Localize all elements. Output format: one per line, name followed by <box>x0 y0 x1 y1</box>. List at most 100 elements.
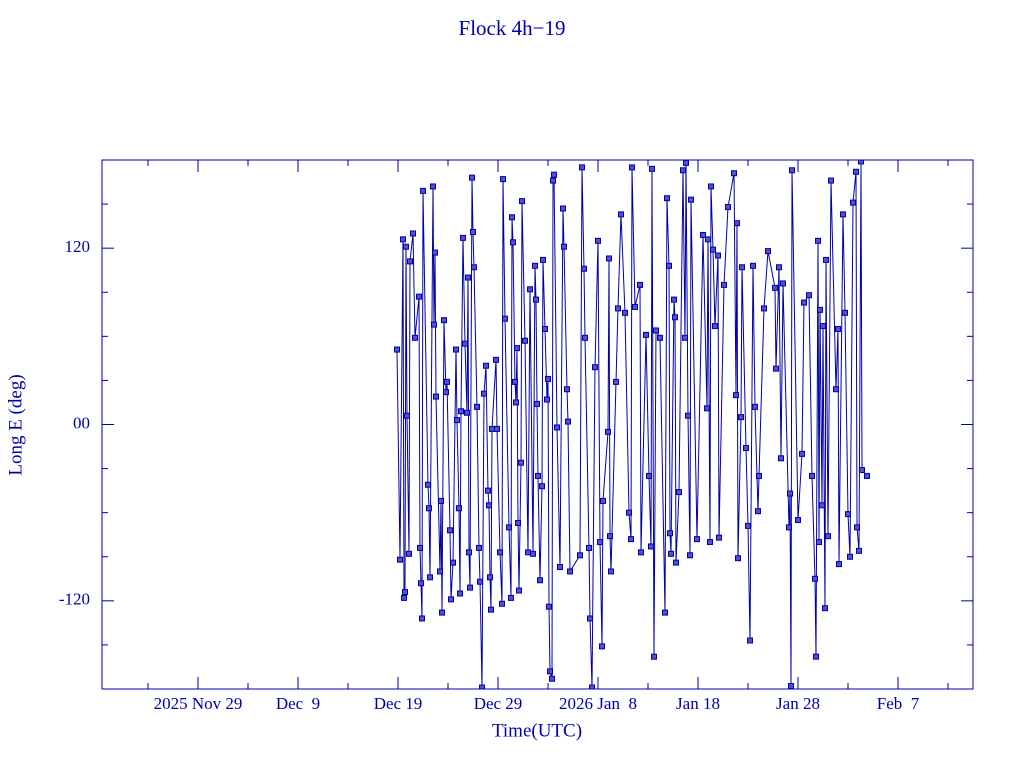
data-point <box>586 544 592 551</box>
data-point <box>589 684 595 689</box>
data-point <box>747 637 753 644</box>
data-point <box>477 578 483 585</box>
data-point <box>545 375 551 382</box>
data-point <box>817 306 823 313</box>
data-point <box>519 198 525 205</box>
data-point <box>708 183 714 190</box>
data-point <box>513 399 519 406</box>
data-point <box>599 643 605 650</box>
data-point <box>637 281 643 288</box>
data-point <box>433 393 439 400</box>
data-point <box>546 603 552 610</box>
data-point <box>704 405 710 412</box>
data-point <box>638 549 644 556</box>
data-point <box>664 195 670 202</box>
data-point <box>437 568 443 575</box>
data-point <box>856 547 862 554</box>
data-point <box>847 553 853 560</box>
data-point <box>483 362 489 369</box>
data-point <box>721 281 727 288</box>
data-point <box>646 472 652 479</box>
data-point <box>497 549 503 556</box>
data-point <box>544 396 550 403</box>
data-point <box>466 549 472 556</box>
data-point <box>464 409 470 416</box>
data-point <box>629 164 635 171</box>
data-point <box>527 286 533 293</box>
series-line <box>396 161 868 688</box>
x-tick-label: 2026 Jan 8 <box>559 694 637 713</box>
data-point <box>518 459 524 466</box>
data-point <box>812 575 818 582</box>
x-tick-label: Dec 19 <box>374 694 423 713</box>
data-point <box>444 378 450 385</box>
data-point <box>453 346 459 353</box>
data-point <box>539 483 545 490</box>
data-point <box>780 280 786 287</box>
data-point <box>668 550 674 557</box>
data-point <box>676 489 682 496</box>
data-point <box>499 600 505 607</box>
data-point <box>786 524 792 531</box>
data-point <box>450 559 456 566</box>
data-point <box>407 258 413 265</box>
data-point <box>489 425 495 432</box>
data-point <box>787 490 793 497</box>
data-point <box>795 517 801 524</box>
data-point <box>864 472 870 479</box>
data-point <box>479 684 485 689</box>
data-point <box>608 568 614 575</box>
data-point <box>734 220 740 227</box>
data-point <box>579 164 585 171</box>
plot-area <box>394 160 870 689</box>
data-point <box>743 445 749 452</box>
data-point <box>710 246 716 253</box>
data-point <box>673 559 679 566</box>
data-point <box>649 165 655 172</box>
data-point <box>476 544 482 551</box>
data-point <box>773 365 779 372</box>
data-point <box>622 309 628 316</box>
data-point <box>512 378 518 385</box>
data-point <box>815 237 821 244</box>
data-point <box>551 171 557 178</box>
data-point <box>816 539 822 546</box>
data-point <box>850 199 856 206</box>
data-point <box>406 550 412 557</box>
y-tick-label: 120 <box>65 237 91 256</box>
data-point <box>745 522 751 529</box>
data-point <box>439 609 445 616</box>
data-point <box>592 364 598 371</box>
data-point <box>474 403 480 410</box>
data-point <box>426 505 432 512</box>
x-tick-label: Dec 9 <box>276 694 320 713</box>
data-point <box>626 509 632 516</box>
data-point <box>632 303 638 310</box>
data-point <box>606 255 612 262</box>
data-point <box>835 325 841 332</box>
data-point <box>731 170 737 177</box>
data-point <box>419 615 425 622</box>
data-point <box>554 424 560 431</box>
data-point <box>643 331 649 338</box>
data-point <box>735 555 741 562</box>
data-point <box>443 389 449 396</box>
data-point <box>820 323 826 330</box>
data-point <box>447 527 453 534</box>
data-point <box>412 334 418 341</box>
data-point <box>402 589 408 596</box>
data-point <box>801 299 807 306</box>
data-point <box>581 265 587 272</box>
data-point <box>462 340 468 347</box>
data-point <box>500 176 506 183</box>
x-axis-label: Time(UTC) <box>492 720 582 741</box>
data-point <box>427 574 433 581</box>
data-point <box>565 418 571 425</box>
data-point <box>859 467 865 474</box>
data-point <box>403 243 409 250</box>
data-point <box>772 284 778 291</box>
data-point <box>487 574 493 581</box>
data-point <box>666 262 672 269</box>
data-point <box>651 653 657 660</box>
